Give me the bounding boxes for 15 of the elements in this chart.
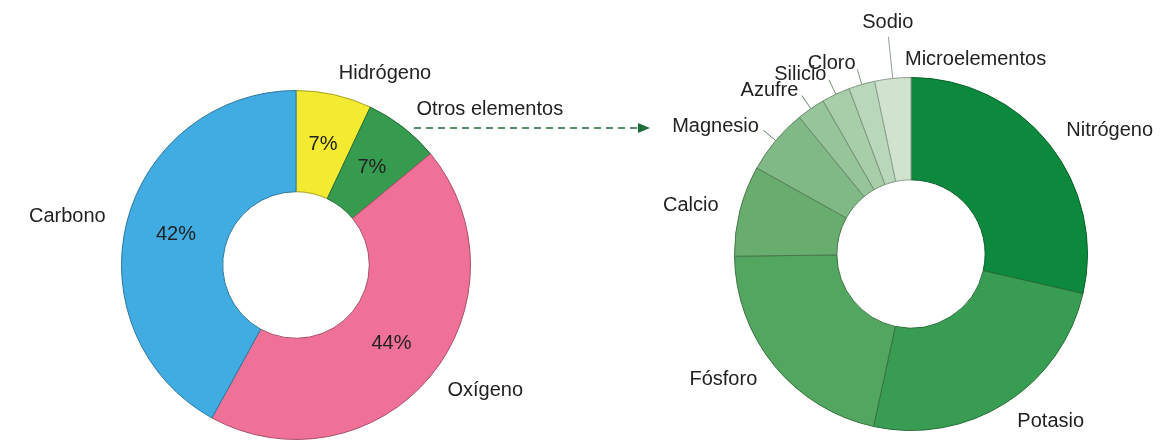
data-label: 44%	[371, 331, 412, 354]
slice-label: Carbono	[28, 203, 106, 226]
slice-label: Sodio	[862, 10, 914, 33]
slice-label: Hidrógeno	[338, 60, 432, 83]
slice-label: Fósforo	[689, 367, 758, 390]
slice-label: Potasio	[1017, 409, 1085, 432]
slice-label: Otros elementos	[416, 97, 564, 120]
data-label: 7%	[308, 131, 338, 154]
text: Microelementos	[905, 47, 1047, 70]
slice-label: Nitrógeno	[1066, 117, 1154, 140]
slice-label: Oxígeno	[447, 377, 524, 400]
data-label: 7%	[357, 154, 387, 177]
slice-label: Calcio	[663, 192, 719, 215]
slice-label: Magnesio	[672, 114, 759, 137]
data-label: 42%	[155, 221, 197, 244]
